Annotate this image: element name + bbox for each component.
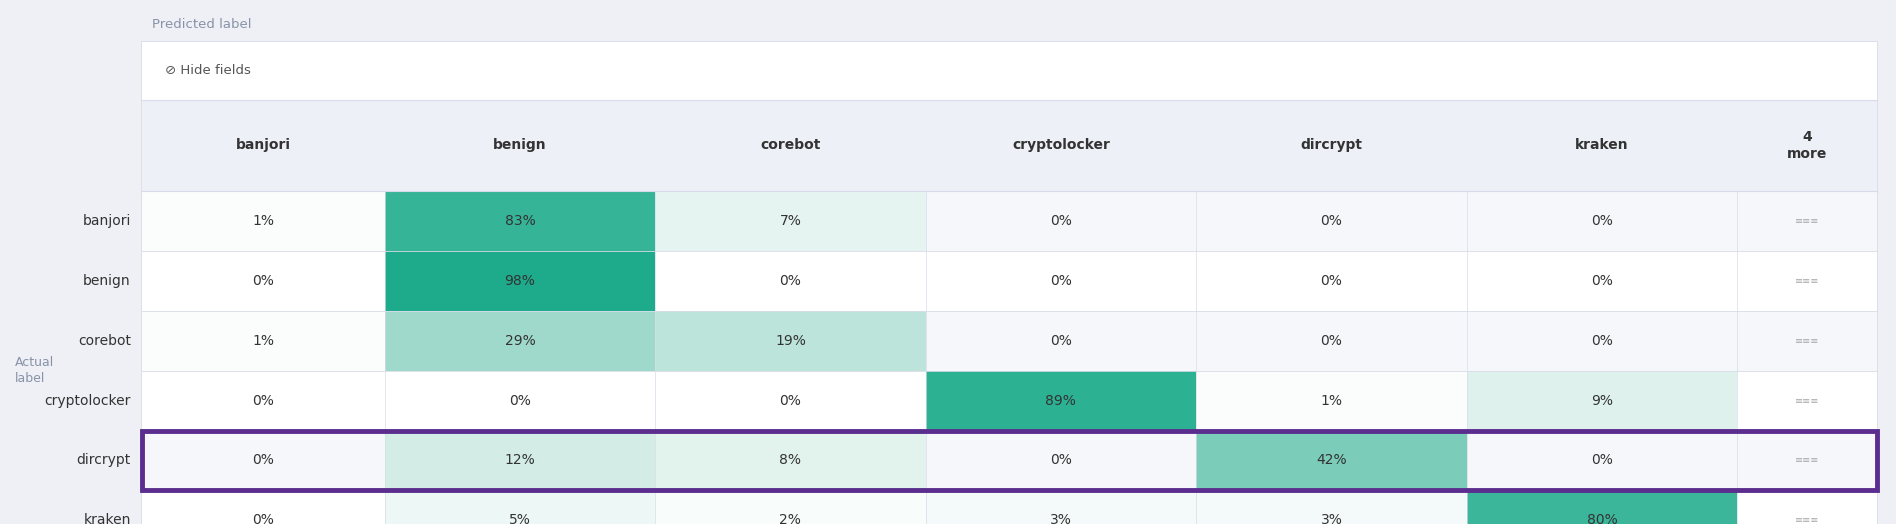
Bar bbox=[142, 191, 385, 251]
Text: 4
more: 4 more bbox=[1786, 130, 1828, 160]
Text: 3%: 3% bbox=[1320, 514, 1342, 524]
Text: ≡≡≡: ≡≡≡ bbox=[1796, 455, 1820, 465]
Text: kraken: kraken bbox=[83, 514, 131, 524]
Text: ≡≡≡: ≡≡≡ bbox=[1796, 276, 1820, 286]
Text: 83%: 83% bbox=[504, 214, 535, 228]
Text: 12%: 12% bbox=[504, 453, 535, 467]
Text: 80%: 80% bbox=[1587, 514, 1617, 524]
Bar bbox=[1196, 371, 1468, 431]
Text: benign: benign bbox=[83, 274, 131, 288]
Text: 0%: 0% bbox=[1050, 274, 1071, 288]
Bar bbox=[925, 371, 1196, 431]
Bar bbox=[1468, 490, 1737, 524]
Text: 0%: 0% bbox=[252, 394, 275, 408]
Bar bbox=[385, 490, 656, 524]
Text: 42%: 42% bbox=[1316, 453, 1346, 467]
Text: 1%: 1% bbox=[1320, 394, 1342, 408]
Bar bbox=[656, 431, 925, 490]
Text: Predicted label: Predicted label bbox=[152, 18, 250, 31]
Text: 0%: 0% bbox=[1050, 214, 1071, 228]
Text: 0%: 0% bbox=[1591, 453, 1613, 467]
Text: 98%: 98% bbox=[504, 274, 535, 288]
Text: 0%: 0% bbox=[1320, 214, 1342, 228]
Text: ⊘ Hide fields: ⊘ Hide fields bbox=[165, 64, 250, 77]
Text: dircrypt: dircrypt bbox=[1301, 138, 1363, 152]
Text: 2%: 2% bbox=[779, 514, 802, 524]
Bar bbox=[142, 311, 1877, 371]
Text: 89%: 89% bbox=[1045, 394, 1077, 408]
Bar bbox=[142, 100, 1877, 191]
Text: 0%: 0% bbox=[1050, 334, 1071, 348]
Text: 0%: 0% bbox=[252, 514, 275, 524]
Text: dircrypt: dircrypt bbox=[76, 453, 131, 467]
Text: kraken: kraken bbox=[1576, 138, 1629, 152]
Text: 29%: 29% bbox=[504, 334, 535, 348]
Text: 9%: 9% bbox=[1591, 394, 1613, 408]
Text: corebot: corebot bbox=[78, 334, 131, 348]
Bar bbox=[142, 431, 1877, 490]
Text: benign: benign bbox=[493, 138, 546, 152]
Text: 0%: 0% bbox=[1320, 274, 1342, 288]
Bar bbox=[142, 311, 385, 371]
Bar bbox=[656, 191, 925, 251]
Bar bbox=[1468, 371, 1737, 431]
Text: 0%: 0% bbox=[252, 274, 275, 288]
Bar bbox=[1196, 431, 1468, 490]
Bar bbox=[142, 42, 1877, 100]
Text: Actual
label: Actual label bbox=[15, 356, 55, 385]
Text: 0%: 0% bbox=[1050, 453, 1071, 467]
Text: banjori: banjori bbox=[82, 214, 131, 228]
Text: 0%: 0% bbox=[1591, 334, 1613, 348]
Bar bbox=[656, 490, 925, 524]
Text: ≡≡≡: ≡≡≡ bbox=[1796, 515, 1820, 524]
Bar bbox=[1196, 490, 1468, 524]
Text: 0%: 0% bbox=[1591, 274, 1613, 288]
Bar bbox=[142, 490, 1877, 524]
Text: banjori: banjori bbox=[235, 138, 290, 152]
Text: 19%: 19% bbox=[775, 334, 806, 348]
Text: 7%: 7% bbox=[779, 214, 802, 228]
Text: 8%: 8% bbox=[779, 453, 802, 467]
Text: 0%: 0% bbox=[779, 274, 802, 288]
Bar bbox=[656, 311, 925, 371]
Bar bbox=[385, 431, 656, 490]
Text: 0%: 0% bbox=[252, 453, 275, 467]
Bar bbox=[142, 371, 1877, 431]
Bar bbox=[142, 251, 1877, 311]
Bar bbox=[142, 431, 1877, 490]
Text: corebot: corebot bbox=[760, 138, 821, 152]
Text: 0%: 0% bbox=[508, 394, 531, 408]
Text: 0%: 0% bbox=[1320, 334, 1342, 348]
Bar bbox=[385, 311, 656, 371]
Text: ≡≡≡: ≡≡≡ bbox=[1796, 216, 1820, 226]
Text: 5%: 5% bbox=[508, 514, 531, 524]
Text: 1%: 1% bbox=[252, 334, 275, 348]
Text: cryptolocker: cryptolocker bbox=[1012, 138, 1109, 152]
Bar bbox=[142, 191, 1877, 251]
Text: ≡≡≡: ≡≡≡ bbox=[1796, 396, 1820, 406]
Bar bbox=[385, 251, 656, 311]
Text: ≡≡≡: ≡≡≡ bbox=[1796, 336, 1820, 346]
Text: 0%: 0% bbox=[779, 394, 802, 408]
Text: 3%: 3% bbox=[1050, 514, 1071, 524]
Bar bbox=[385, 191, 656, 251]
Text: 1%: 1% bbox=[252, 214, 275, 228]
Bar bbox=[925, 490, 1196, 524]
Text: cryptolocker: cryptolocker bbox=[44, 394, 131, 408]
Text: 0%: 0% bbox=[1591, 214, 1613, 228]
